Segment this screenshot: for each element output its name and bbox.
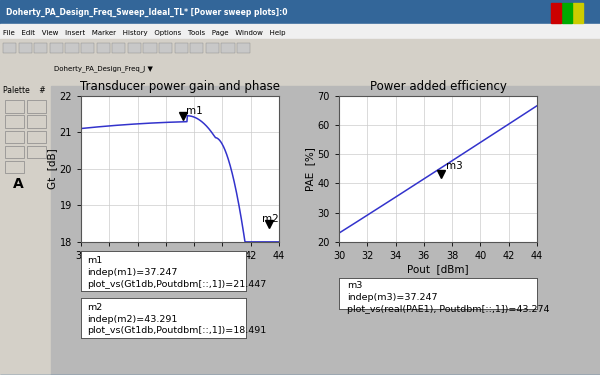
Title: Power added efficiency: Power added efficiency <box>370 80 506 93</box>
Y-axis label: Gt  [dB]: Gt [dB] <box>47 148 56 189</box>
Text: m3: m3 <box>446 161 463 171</box>
Text: m2: m2 <box>262 214 278 224</box>
X-axis label: Pout  [dBm]: Pout [dBm] <box>149 264 211 274</box>
Text: m3
indep(m3)=37.247
plot_vs(real(PAE1), Poutdbm[::,1])=43.274: m3 indep(m3)=37.247 plot_vs(real(PAE1), … <box>347 281 550 314</box>
Text: m2
indep(m2)=43.291
plot_vs(Gt1db,Poutdbm[::,1])=18.491: m2 indep(m2)=43.291 plot_vs(Gt1db,Poutdb… <box>88 303 267 336</box>
Text: m1
indep(m1)=37.247
plot_vs(Gt1db,Poutdbm[::,1])=21.447: m1 indep(m1)=37.247 plot_vs(Gt1db,Poutdb… <box>88 256 267 289</box>
Text: Doherty_PA_Design_Freq_Sweep_Ideal_TL* [Power sweep plots]:0: Doherty_PA_Design_Freq_Sweep_Ideal_TL* [… <box>6 8 287 16</box>
Text: A: A <box>13 177 24 192</box>
X-axis label: Pout  [dBm]: Pout [dBm] <box>407 264 469 274</box>
Text: m1: m1 <box>185 106 202 116</box>
Text: Doherty_PA_Design_Freq_J ▼: Doherty_PA_Design_Freq_J ▼ <box>54 65 153 72</box>
Title: Transducer power gain and phase: Transducer power gain and phase <box>80 80 280 93</box>
Text: Palette    #: Palette # <box>3 86 46 95</box>
Y-axis label: PAE  [%]: PAE [%] <box>305 147 315 190</box>
Text: File   Edit   View   Insert   Marker   History   Options   Tools   Page   Window: File Edit View Insert Marker History Opt… <box>3 30 286 36</box>
